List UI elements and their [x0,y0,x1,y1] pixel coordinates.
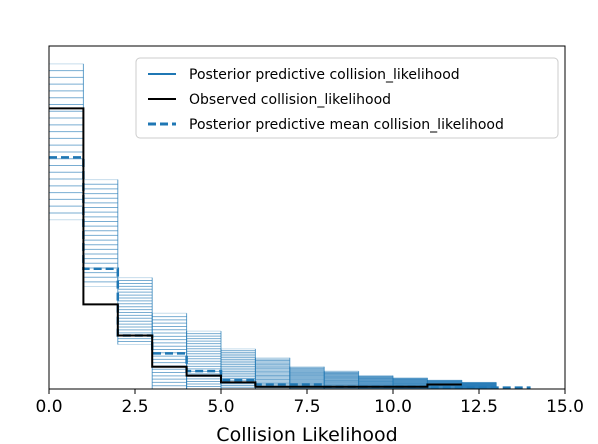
x-tick-label: 5.0 [207,397,234,417]
x-tick-label: 10.0 [374,397,412,417]
plot-area [48,63,531,390]
legend-frame [135,57,559,139]
x-tick-label: 15.0 [546,397,584,417]
x-tick-label: 0.0 [35,397,62,417]
x-tick-label: 7.5 [293,397,320,417]
posterior-predictive-series [48,63,497,390]
posterior-predictive-mean-line [49,156,531,389]
legend-label-observed: Observed collision_likelihood [189,92,391,108]
observed-line [49,107,462,388]
x-axis: 0.0 2.5 5.0 7.5 10.0 12.5 15.0 [35,389,584,417]
x-axis-title: Collision Likelihood [216,424,397,444]
x-tick-label: 12.5 [460,397,498,417]
x-tick-label: 2.5 [121,397,148,417]
legend: Posterior predictive collision_likelihoo… [135,57,559,139]
legend-label-posterior-mean: Posterior predictive mean collision_like… [189,117,504,133]
legend-label-posterior-predictive: Posterior predictive collision_likelihoo… [189,67,460,83]
